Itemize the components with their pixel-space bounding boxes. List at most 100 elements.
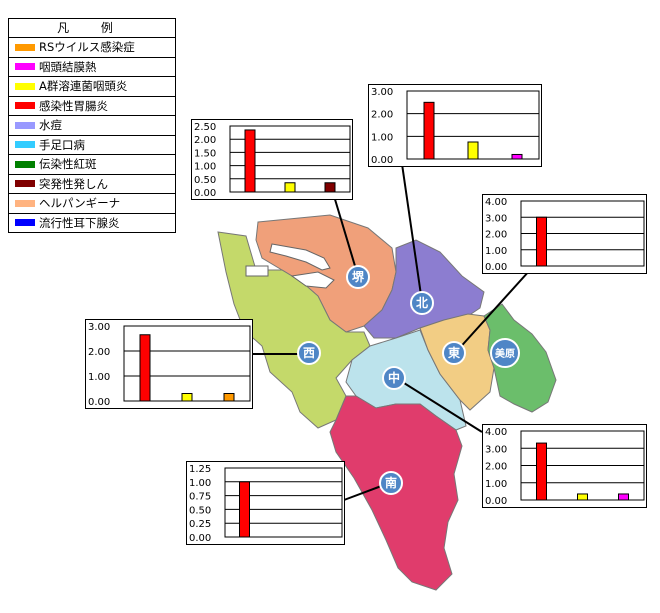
y-tick-label: 3.00 (485, 213, 507, 224)
y-tick-label: 3.00 (485, 444, 507, 455)
legend-item: ヘルパンギーナ (9, 194, 175, 214)
ward-marker-sakai[interactable]: 堺 (346, 265, 370, 289)
bar-RSウイルス感染症 (223, 393, 235, 402)
ward-sakai-region[interactable] (255, 214, 397, 333)
chart-sakai: 2.50 2.00 1.50 1.00 0.50 0.00 (191, 119, 353, 200)
ward-label: 中 (388, 370, 400, 385)
y-tick-label: 2.50 (194, 122, 216, 133)
ward-marker-circle (382, 366, 406, 390)
chart-minami: 1.25 1.00 0.75 0.50 0.25 0.00 (186, 461, 345, 545)
y-tick-label: 0.00 (485, 262, 507, 273)
legend-swatch (15, 180, 35, 188)
y-tick-label: 0.25 (189, 519, 211, 530)
legend-item-label: ヘルパンギーナ (39, 196, 121, 211)
legend-item: A群溶連菌咽頭炎 (9, 77, 175, 97)
legend-item-label: 突発性発しん (39, 176, 108, 191)
legend-swatch (15, 102, 35, 110)
legend-item-label: 流行性耳下腺炎 (39, 215, 120, 230)
y-tick-label: 2.00 (485, 462, 507, 473)
legend-item: 咽頭結膜熱 (9, 58, 175, 77)
bar-感染性胃腸炎 (139, 334, 151, 402)
ward-mihara-region[interactable] (483, 303, 557, 413)
y-tick-label: 0.00 (194, 188, 216, 199)
legend: 凡 例 RSウイルス感染症咽頭結膜熱 A群溶連菌咽頭炎 感染性胃腸炎 水痘手足口病伝染… (8, 18, 176, 233)
y-tick-label: 1.25 (189, 464, 211, 475)
legend-item: 感染性胃腸炎 (9, 97, 175, 116)
bar-感染性胃腸炎 (536, 442, 547, 501)
legend-swatch (15, 160, 35, 168)
legend-item-label: 水痘 (39, 118, 62, 133)
bar-A群溶連菌咽頭炎 (577, 493, 588, 501)
y-tick-label: 1.00 (371, 132, 393, 143)
bar-咽頭結膜熱 (618, 493, 629, 501)
ward-marker-circle (297, 341, 321, 365)
y-tick-label: 3.00 (371, 87, 393, 98)
ward-marker-naka[interactable]: 中 (382, 366, 406, 390)
leader-lines (252, 163, 531, 501)
legend-swatch (15, 121, 35, 129)
y-tick-label: 4.00 (485, 197, 507, 208)
chart-higashi: 4.00 3.00 2.00 1.00 0.00 (482, 194, 647, 274)
ward-label: 西 (303, 346, 315, 360)
ward-marker-circle (410, 291, 434, 315)
bar-突発性発しん (324, 182, 336, 193)
bay-water-shape (269, 243, 331, 271)
bar-感染性胃腸炎 (536, 216, 547, 267)
legend-item-label: 感染性胃腸炎 (39, 98, 108, 113)
y-tick-label: 2.00 (88, 347, 110, 358)
legend-swatch (15, 199, 35, 207)
legend-swatch (15, 141, 35, 149)
ward-marker-mihara[interactable]: 美原 (490, 338, 520, 368)
legend-title: 凡 例 (9, 19, 175, 38)
legend-item-label: RSウイルス感染症 (39, 40, 135, 55)
bar-A群溶連菌咽頭炎 (181, 393, 193, 402)
ward-label: 東 (448, 345, 460, 360)
legend-swatch (15, 63, 35, 71)
legend-item: 流行性耳下腺炎 (9, 214, 175, 233)
plot-area (224, 467, 343, 538)
bay-water-shape-2 (290, 271, 335, 289)
bar-感染性胃腸炎 (423, 101, 435, 160)
bar-感染性胃腸炎 (244, 129, 256, 193)
ward-label: 南 (385, 475, 397, 490)
bar-A群溶連菌咽頭炎 (284, 182, 296, 193)
ward-label: 美原 (495, 347, 515, 360)
legend-swatch (15, 43, 35, 51)
ward-label: 北 (416, 295, 428, 310)
ward-marker-minami[interactable]: 南 (379, 471, 403, 495)
legend-item: 突発性発しん (9, 175, 175, 194)
y-tick-label: 1.00 (485, 479, 507, 490)
y-tick-label: 0.50 (194, 175, 216, 186)
coast-inlet-shape (245, 265, 269, 277)
y-tick-label: 2.00 (194, 135, 216, 146)
y-tick-label: 3.00 (88, 322, 110, 333)
legend-item-label: 伝染性紅斑 (39, 157, 97, 172)
legend-item: 水痘 (9, 116, 175, 136)
ward-marker-higashi[interactable]: 東 (442, 341, 466, 365)
chart-nishi: 3.00 2.00 1.00 0.00 (85, 319, 253, 409)
bar-A群溶連菌咽頭炎 (467, 141, 479, 160)
y-tick-label: 0.00 (189, 533, 211, 544)
bar-咽頭結膜熱 (511, 153, 523, 160)
y-tick-label: 2.00 (371, 110, 393, 121)
ward-marker-nishi[interactable]: 西 (297, 341, 321, 365)
y-tick-label: 0.00 (371, 155, 393, 166)
legend-item-label: A群溶連菌咽頭炎 (39, 79, 128, 94)
chart-naka: 4.00 3.00 2.00 1.00 0.00 (482, 424, 647, 508)
ward-marker-kita[interactable]: 北 (410, 291, 434, 315)
ward-marker-circle (442, 341, 466, 365)
bar-感染性胃腸炎 (239, 481, 250, 538)
ward-marker-circle (346, 265, 370, 289)
y-tick-label: 1.00 (189, 478, 211, 489)
y-tick-label: 1.00 (194, 162, 216, 173)
ward-marker-circle (379, 471, 403, 495)
legend-item: 伝染性紅斑 (9, 155, 175, 175)
legend-item-label: 手足口病 (39, 137, 85, 152)
legend-item: RSウイルス感染症 (9, 38, 175, 58)
chart-kita: 3.00 2.00 1.00 0.00 (368, 84, 542, 167)
y-tick-label: 0.00 (485, 496, 507, 507)
y-tick-label: 0.75 (189, 492, 211, 503)
y-tick-label: 1.50 (194, 148, 216, 159)
y-tick-label: 2.00 (485, 230, 507, 241)
